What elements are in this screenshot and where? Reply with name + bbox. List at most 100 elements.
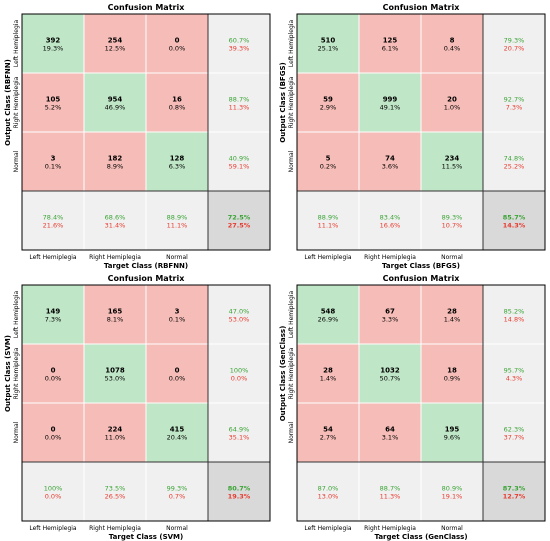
cell-count: 5 bbox=[326, 155, 331, 163]
summary-error-percent: 11.3% bbox=[229, 104, 250, 112]
summary-correct-percent: 62.3% bbox=[504, 426, 525, 434]
confusion-matrix-rbfnn: Confusion Matrix 392 19.3% 254 12.5% 0 0.0% 60.… bbox=[0, 0, 275, 270]
matrix-cell bbox=[358, 461, 422, 522]
cell-percent: 26.9% bbox=[318, 316, 339, 324]
matrix-cell bbox=[83, 131, 147, 192]
y-tick-label: Normal bbox=[288, 421, 295, 443]
matrix-cell bbox=[207, 343, 271, 404]
cell-count: 234 bbox=[445, 155, 460, 163]
cell-percent: 1.0% bbox=[444, 104, 461, 112]
x-tick-label: Left Hemiplegia bbox=[304, 525, 352, 532]
summary-error-percent: 13.0% bbox=[318, 493, 339, 501]
summary-correct-percent: 79.3% bbox=[504, 37, 525, 45]
chart-title: Confusion Matrix bbox=[108, 274, 186, 283]
summary-error-percent: 39.3% bbox=[229, 45, 250, 53]
cell-count: 392 bbox=[46, 37, 61, 45]
y-tick-label: Left Hemiplegia bbox=[13, 20, 20, 68]
matrix-cell bbox=[482, 343, 546, 404]
summary-correct-percent: 60.7% bbox=[229, 37, 250, 45]
cell-count: 74 bbox=[385, 155, 395, 163]
summary-correct-percent: 100% bbox=[230, 367, 249, 375]
matrix-cell bbox=[420, 190, 484, 251]
cell-count: 0 bbox=[51, 426, 56, 434]
cell-percent: 5.2% bbox=[45, 104, 62, 112]
summary-correct-percent: 88.7% bbox=[229, 96, 250, 104]
y-axis-label: Output Class (BFGS) bbox=[279, 62, 287, 142]
chart-svg-genclass: Confusion Matrix54826.9%673.3%281.4%85.2… bbox=[279, 274, 546, 541]
summary-correct-percent: 80.7% bbox=[228, 485, 251, 493]
cell-count: 195 bbox=[445, 426, 460, 434]
cell-percent: 11.0% bbox=[105, 434, 126, 442]
cell-count: 8 bbox=[450, 37, 455, 45]
cell-percent: 1.4% bbox=[444, 316, 461, 324]
x-axis-label: Target Class (BFGS) bbox=[382, 262, 460, 270]
summary-correct-percent: 92.7% bbox=[504, 96, 525, 104]
cell-count: 0 bbox=[51, 367, 56, 375]
y-axis-label: Output Class (SVM) bbox=[4, 335, 12, 412]
matrix-cell bbox=[296, 284, 360, 345]
cell-count: 0 bbox=[175, 37, 180, 45]
summary-error-percent: 21.6% bbox=[43, 222, 64, 230]
summary-error-percent: 10.7% bbox=[442, 222, 463, 230]
summary-error-percent: 14.8% bbox=[504, 316, 525, 324]
matrix-cell bbox=[145, 402, 209, 463]
y-axis-label: Output Class (RBFNN) bbox=[4, 59, 12, 146]
x-axis-label: Target Class (SVM) bbox=[109, 533, 183, 541]
x-tick-label: Left Hemiplegia bbox=[29, 525, 77, 532]
cell-percent: 3.6% bbox=[382, 163, 399, 171]
matrix-cell bbox=[420, 402, 484, 463]
x-tick-label: Normal bbox=[441, 254, 463, 261]
matrix-cell bbox=[420, 13, 484, 74]
summary-error-percent: 27.5% bbox=[228, 222, 251, 230]
cell-count: 18 bbox=[447, 367, 457, 375]
y-tick-label: Right Hemiplegia bbox=[288, 347, 295, 399]
x-axis-label: Target Class (RBFNN) bbox=[104, 262, 188, 270]
cell-percent: 0.2% bbox=[320, 163, 337, 171]
cell-count: 3 bbox=[51, 155, 56, 163]
cell-count: 182 bbox=[108, 155, 123, 163]
summary-error-percent: 53.0% bbox=[229, 316, 250, 324]
x-tick-label: Right Hemiplegia bbox=[364, 525, 416, 532]
summary-correct-percent: 85.2% bbox=[504, 308, 525, 316]
summary-correct-percent: 88.9% bbox=[318, 214, 339, 222]
chart-title: Confusion Matrix bbox=[108, 3, 186, 12]
summary-error-percent: 14.3% bbox=[503, 222, 526, 230]
cell-count: 67 bbox=[385, 308, 395, 316]
cell-percent: 0.1% bbox=[45, 163, 62, 171]
cell-percent: 20.4% bbox=[167, 434, 188, 442]
summary-error-percent: 12.7% bbox=[503, 493, 526, 501]
summary-error-percent: 11.3% bbox=[380, 493, 401, 501]
cell-percent: 7.3% bbox=[45, 316, 62, 324]
summary-error-percent: 37.7% bbox=[504, 434, 525, 442]
x-tick-label: Left Hemiplegia bbox=[304, 254, 352, 261]
y-tick-label: Right Hemiplegia bbox=[13, 347, 20, 399]
summary-correct-percent: 80.9% bbox=[442, 485, 463, 493]
cell-count: 3 bbox=[175, 308, 180, 316]
matrix-cell bbox=[420, 284, 484, 345]
cell-percent: 6.1% bbox=[382, 45, 399, 53]
summary-correct-percent: 85.7% bbox=[503, 214, 526, 222]
summary-correct-percent: 74.8% bbox=[504, 155, 525, 163]
summary-error-percent: 26.5% bbox=[105, 493, 126, 501]
summary-correct-percent: 73.5% bbox=[105, 485, 126, 493]
summary-correct-percent: 88.9% bbox=[167, 214, 188, 222]
cell-percent: 0.4% bbox=[444, 45, 461, 53]
matrix-cell bbox=[207, 131, 271, 192]
x-tick-label: Right Hemiplegia bbox=[89, 254, 141, 261]
summary-correct-percent: 88.7% bbox=[380, 485, 401, 493]
matrix-border bbox=[21, 284, 271, 522]
cell-percent: 0.0% bbox=[169, 375, 186, 383]
cell-percent: 0.1% bbox=[169, 316, 186, 324]
summary-error-percent: 19.1% bbox=[442, 493, 463, 501]
cell-count: 224 bbox=[108, 426, 123, 434]
matrix-cell bbox=[358, 13, 422, 74]
matrix-cell bbox=[21, 343, 85, 404]
summary-error-percent: 11.1% bbox=[167, 222, 188, 230]
y-tick-label: Left Hemiplegia bbox=[288, 20, 295, 68]
x-tick-label: Normal bbox=[441, 525, 463, 532]
matrix-cell bbox=[482, 13, 546, 74]
cell-count: 999 bbox=[383, 96, 398, 104]
cell-percent: 12.5% bbox=[105, 45, 126, 53]
confusion-matrix-svm: Confusion Matrix 149 7.3% 165 8.1% 3 0.1% 47.0%… bbox=[0, 271, 275, 541]
